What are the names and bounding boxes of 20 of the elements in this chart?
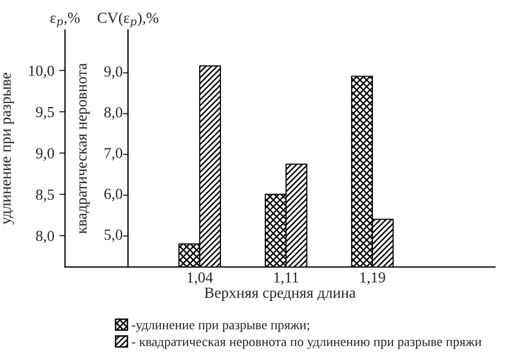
x-axis-title: Верхняя средняя длина bbox=[204, 288, 356, 301]
y2-tick-label: 9,0 bbox=[104, 66, 122, 79]
y2-tick-label: 6,0 bbox=[104, 188, 122, 202]
y2-tick-label: 8,0 bbox=[104, 107, 122, 120]
text: CV(ε$_{p}$),% bbox=[98, 12, 158, 28]
y-tick-label: 10,0 bbox=[29, 66, 54, 78]
x-tick-label: 1,04 bbox=[188, 272, 213, 285]
y2-axis-title: квадратическая неровнота bbox=[79, 63, 90, 234]
x-tick-label: 1,19 bbox=[360, 272, 386, 285]
y-tick-label: 8,5 bbox=[36, 189, 54, 202]
y-axis-title: удлинение при разрыве bbox=[3, 72, 14, 224]
y2-tick-label: 5,0 bbox=[104, 230, 122, 242]
y-tick-label: 8,0 bbox=[36, 230, 54, 244]
text: ε$_{p}$,% bbox=[50, 12, 80, 28]
x-tick-label: 1,11 bbox=[274, 272, 298, 285]
y-tick-label: 9,0 bbox=[36, 148, 54, 161]
y2-tick-label: 7,0 bbox=[104, 148, 122, 160]
legend-label: -удлинение при разрыве пряжи; bbox=[132, 322, 310, 332]
y-tick-label: 9,5 bbox=[36, 106, 54, 120]
legend-label: - квадратическая неровнота по удлинению при разрыве пряжи bbox=[132, 340, 482, 349]
